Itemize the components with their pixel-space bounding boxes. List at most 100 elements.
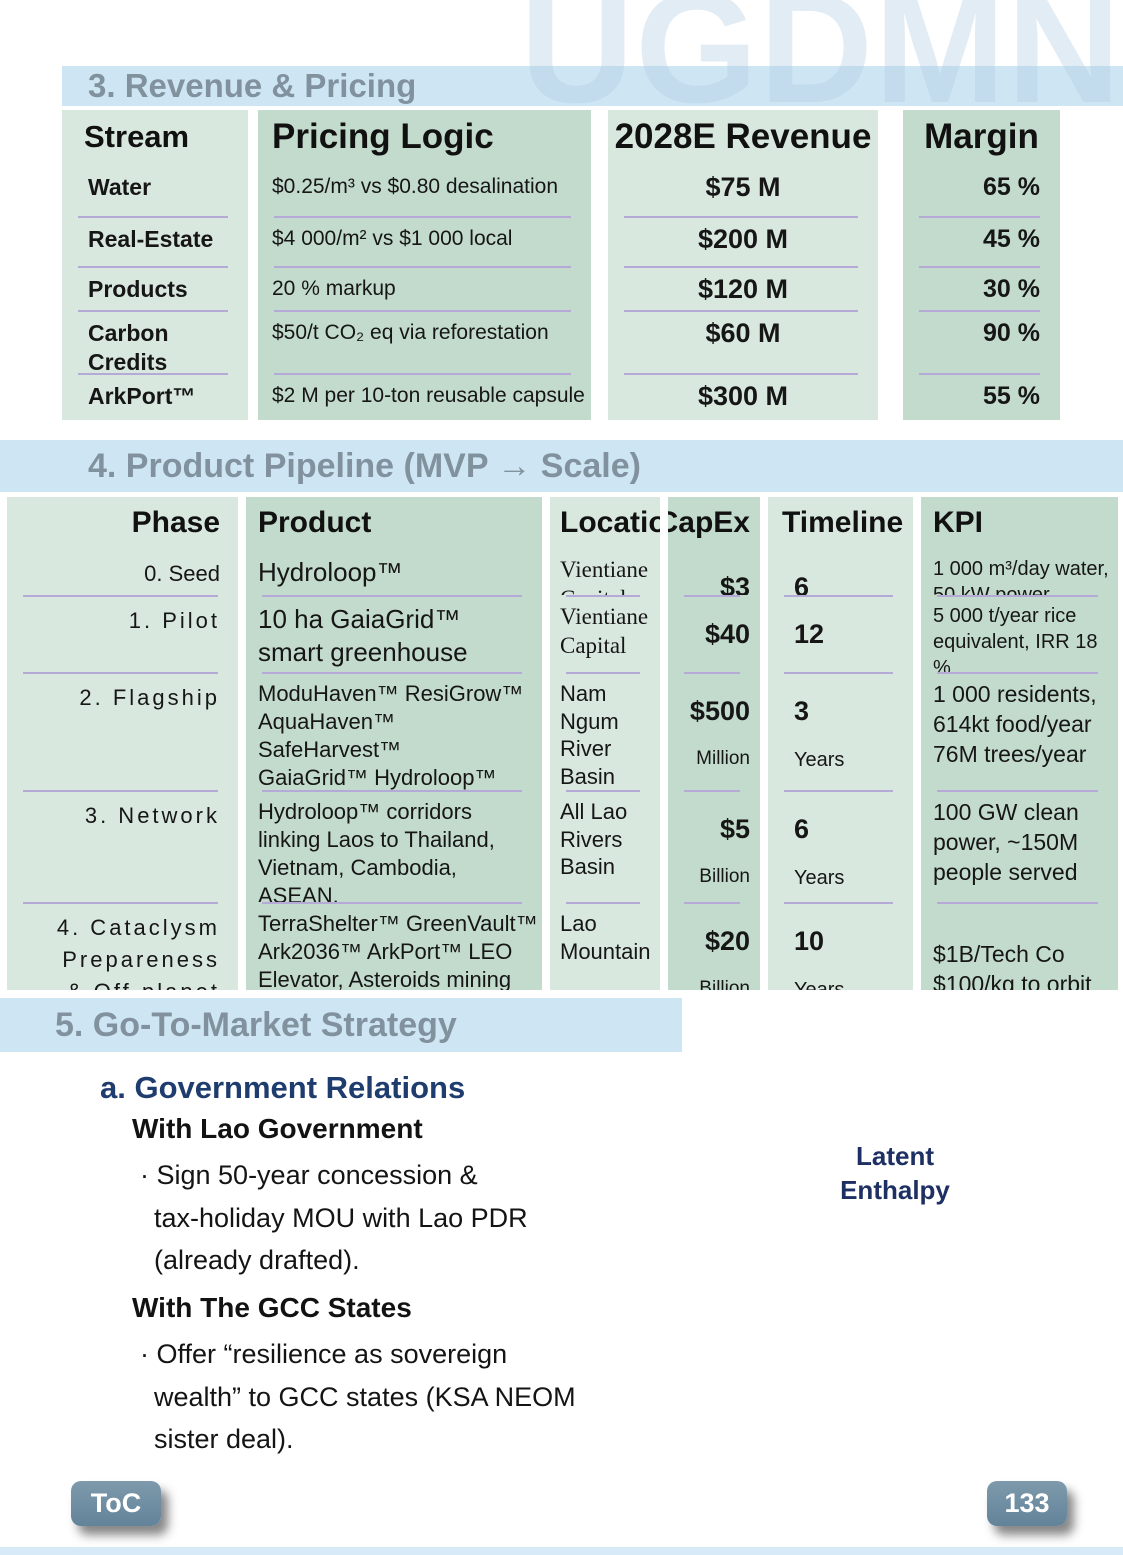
timeline-unit: Years — [794, 867, 845, 890]
revenue-column-pricing: Pricing Logic $0.25/m³ vs $0.80 desalina… — [258, 110, 591, 420]
timeline-cell: 12 Months — [768, 595, 913, 672]
toc-button[interactable]: ToC — [71, 1481, 161, 1526]
product-cell: TerraShelter™ GreenVault™ Ark2036™ ArkPo… — [246, 902, 542, 990]
capex-value: $500 — [689, 696, 750, 726]
capex-value: $5 — [719, 814, 750, 844]
timeline-value: 3 — [794, 696, 810, 726]
pricing-cell: $50/t CO₂ eq via reforestation — [258, 310, 591, 373]
pricing-cell: $0.25/m³ vs $0.80 desalination — [272, 175, 559, 198]
kpi-cell: 1 000 residents, 614kt food/year 76M tre… — [921, 672, 1118, 790]
phase-cell: 4. Cataclysm Prepareness & Off-planet — [7, 902, 238, 990]
bottom-accent-strip — [0, 1547, 1123, 1555]
capex-unit: Billion — [699, 866, 750, 888]
section4-title: 4. Product Pipeline (MVP → Scale) — [88, 446, 641, 485]
revenue-cell: $60 M — [608, 310, 878, 373]
product-cell: Hydroloop™ corridors linking Laos to Tha… — [246, 790, 542, 902]
stream-cell: Real-Estate — [62, 216, 248, 266]
kpi-main-text: $1B/Tech Co $100/kg to orbit — [933, 940, 1092, 990]
product-cell: Hydroloop™ demo loop (1 km) — [258, 557, 460, 595]
product-cell: 10 ha GaiaGrid™ smart greenhouse — [246, 595, 542, 672]
timeline-cell: 3 Years — [768, 672, 913, 790]
timeline-cell: 10 Years — [768, 902, 913, 990]
latent-enthalpy-note: Latent Enthalpy — [840, 1141, 950, 1205]
stream-cell: ArkPort™ — [62, 373, 248, 420]
timeline-unit: Years — [794, 749, 845, 772]
pipeline-column-phase: Phase 0. Seed 1. Pilot 2. Flagship 3. Ne… — [7, 497, 238, 990]
revenue-column-revenue: 2028E Revenue $75 M $200 M $120 M $60 M … — [608, 110, 878, 420]
capex-cell: $500 Million — [668, 672, 760, 790]
capex-value: $3 — [719, 572, 750, 595]
column-header-revenue: 2028E Revenue — [614, 117, 872, 156]
capex-value: $20 — [704, 926, 750, 956]
phase-cell: 0. Seed — [144, 561, 220, 586]
revenue-cell: $120 M — [608, 266, 878, 310]
pricing-cell: $4 000/m² vs $1 000 local — [258, 216, 591, 266]
column-header-kpi: KPI — [933, 505, 984, 539]
column-header-product: Product — [258, 505, 372, 539]
location-cell: Vientiane Capital — [560, 557, 649, 595]
column-header-pricing: Pricing Logic — [272, 117, 494, 156]
timeline-value: 12 — [794, 619, 825, 649]
location-cell: Nam Ngum River Basin — [550, 672, 660, 790]
revenue-cell: $300 M — [608, 373, 878, 420]
timeline-cell: 6 Months — [768, 548, 913, 595]
stream-cell: Products — [62, 266, 248, 310]
section3-title: 3. Revenue & Pricing — [88, 67, 417, 104]
revenue-column-stream: Stream Water Real-Estate Products Carbon… — [62, 110, 248, 420]
capex-cell: $3 Million — [668, 548, 760, 595]
government-relations-heading: a. Government Relations — [100, 1070, 466, 1105]
kpi-cell: 1 000 m³/day water, 50 kW power — [933, 558, 1109, 595]
margin-cell: 65 % — [983, 173, 1040, 201]
revenue-column-margin: Margin 65 % 45 % 30 % 90 % 55 % — [903, 110, 1060, 420]
page-number-badge: 133 — [987, 1481, 1067, 1526]
capex-cell: $20 Billion — [668, 902, 760, 990]
capex-cell: $5 Billion — [668, 790, 760, 902]
timeline-value: 6 — [794, 814, 810, 844]
pipeline-column-kpi: KPI 1 000 m³/day water, 50 kW power 5 00… — [921, 497, 1118, 990]
stream-cell: Carbon Credits — [62, 310, 248, 373]
revenue-cell: $200 M — [608, 216, 878, 266]
lao-government-bullet: · Sign 50-year concession & tax-holiday … — [140, 1160, 528, 1276]
timeline-value: 10 — [794, 926, 825, 956]
phase-cell: 1. Pilot — [7, 595, 238, 672]
pricing-cell: 20 % markup — [258, 266, 591, 310]
section3-band: 3. Revenue & Pricing — [62, 66, 1123, 106]
pricing-cell: $2 M per 10-ton reusable capsule — [258, 373, 591, 420]
gcc-states-bullet: · Offer “resilience as sovereign wealth”… — [140, 1339, 576, 1455]
kpi-cell: 100 GW clean power, ~150M people served — [921, 790, 1118, 902]
margin-cell: 30 % — [903, 266, 1060, 310]
section5-band: 5. Go-To-Market Strategy — [0, 998, 682, 1052]
pipeline-column-capex: CapEx $3 Million $40 Million $500 Millio… — [668, 497, 760, 990]
capex-unit: Million — [696, 748, 750, 770]
pipeline-column-timeline: Timeline 6 Months 12 Months 3 Years 6 Ye… — [768, 497, 913, 990]
phase-cell: 2. Flagship — [7, 672, 238, 790]
margin-cell: 45 % — [903, 216, 1060, 266]
kpi-cell: 5 000 t/year rice equivalent, IRR 18 % — [921, 595, 1118, 672]
column-header-stream: Stream — [84, 119, 190, 154]
location-cell: Lao Mountain — [550, 902, 660, 990]
location-cell: Vientiane Capital — [550, 595, 660, 672]
capex-unit: Billion — [699, 978, 750, 990]
margin-cell: 90 % — [903, 310, 1060, 373]
kpi-cell: $1B/Tech Co $100/kg to orbit (vs $2 000/… — [921, 902, 1118, 990]
margin-cell: 55 % — [903, 373, 1060, 420]
column-header-timeline: Timeline — [782, 505, 904, 539]
phase-cell: 3. Network — [7, 790, 238, 902]
pipeline-column-product: Product Hydroloop™ demo loop (1 km) 10 h… — [246, 497, 542, 990]
column-header-capex: CapEx — [668, 505, 750, 539]
capex-unit: Million — [668, 671, 750, 672]
capex-cell: $40 Million — [668, 595, 760, 672]
location-cell: All Lao Rivers Basin — [550, 790, 660, 902]
section5-title: 5. Go-To-Market Strategy — [55, 1005, 457, 1044]
column-header-margin: Margin — [924, 117, 1039, 156]
product-cell: ModuHaven™ ResiGrow™ AquaHaven™ SafeHarv… — [246, 672, 542, 790]
section4-band: 4. Product Pipeline (MVP → Scale) — [0, 440, 1123, 492]
gcc-states-heading: With The GCC States — [132, 1292, 412, 1323]
lao-government-heading: With Lao Government — [132, 1113, 423, 1144]
capex-value: $40 — [704, 619, 750, 649]
timeline-unit: Years — [794, 979, 913, 990]
pipeline-column-location: Location Vientiane Capital Vientiane Cap… — [550, 497, 660, 990]
column-header-phase: Phase — [131, 505, 220, 539]
timeline-value: 6 — [794, 572, 810, 595]
